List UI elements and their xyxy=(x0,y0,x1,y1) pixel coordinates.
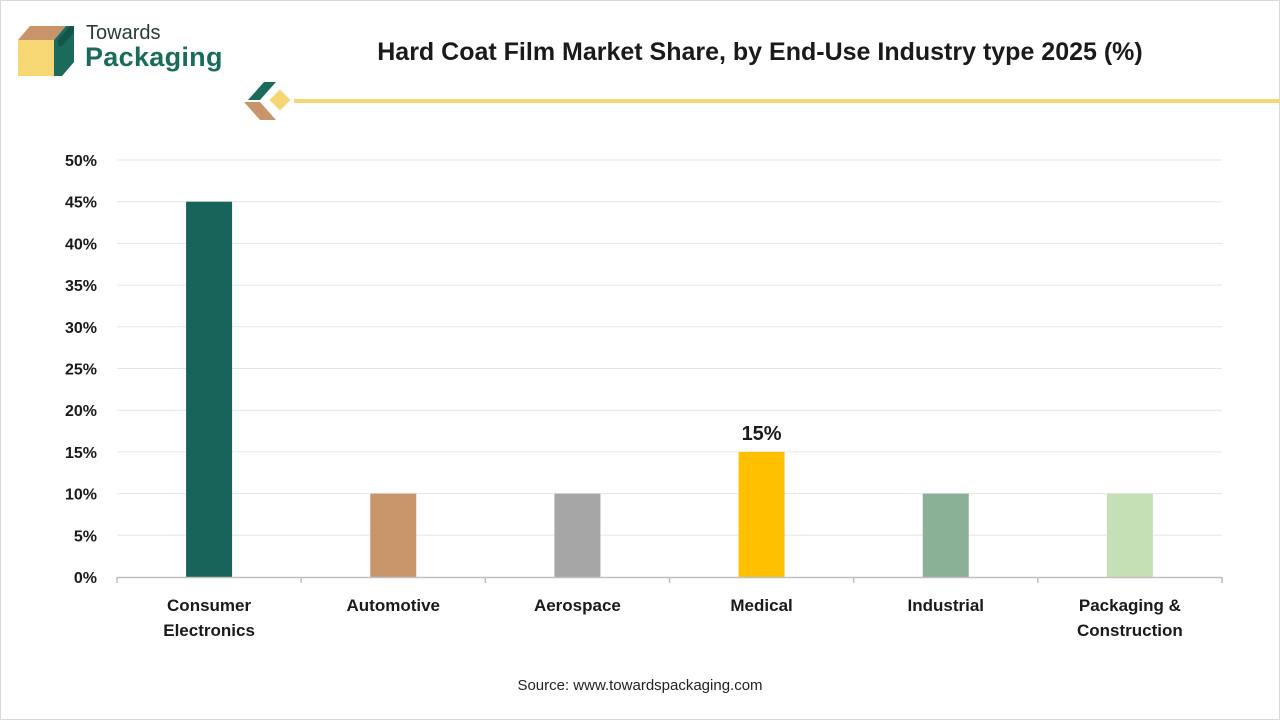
accent-green-shape xyxy=(248,82,276,100)
bar xyxy=(554,493,601,577)
brand-name-line2: Packaging xyxy=(85,42,223,72)
y-tick-label: 25% xyxy=(65,362,97,379)
bar xyxy=(186,201,233,577)
y-tick-label: 50% xyxy=(65,153,97,170)
data-labels: 15% xyxy=(742,423,782,445)
y-tick-label: 45% xyxy=(65,195,97,212)
brand-name-line1: Towards xyxy=(86,22,161,44)
bar xyxy=(738,451,785,577)
x-axis-labels: Consumer Electronics Automotive Aerospace Me… xyxy=(163,596,1183,640)
y-tick-label: 10% xyxy=(65,487,97,504)
x-axis xyxy=(116,576,1223,583)
y-tick-label: 40% xyxy=(65,236,97,253)
x-tick-label: Aerospace xyxy=(534,596,621,615)
data-label: 15% xyxy=(742,423,782,445)
x-tick-label: Packaging & Construction xyxy=(1077,596,1183,640)
gridlines xyxy=(117,159,1222,536)
x-tick-label: Medical xyxy=(730,596,792,615)
y-axis-ticks: 0% 5% 10% 15% 20% 25% 30% 35% 40% 45% 50% xyxy=(65,153,97,587)
x-tick-label: Consumer Electronics xyxy=(163,596,255,640)
y-tick-label: 30% xyxy=(65,320,97,337)
chart-title: Hard Coat Film Market Share, by End-Use … xyxy=(377,38,1143,66)
x-tick-label: Automotive xyxy=(347,596,441,615)
y-tick-label: 35% xyxy=(65,278,97,295)
x-tick-label: Industrial xyxy=(907,596,984,615)
brand-logo xyxy=(14,18,244,80)
accent-tan-shape xyxy=(244,102,276,120)
y-tick-label: 20% xyxy=(65,403,97,420)
y-tick-label: 0% xyxy=(74,570,97,587)
accent-diamond-shape xyxy=(266,86,294,114)
source-note: Source: www.towardspackaging.com xyxy=(517,677,763,694)
bar xyxy=(370,493,417,577)
accent-line xyxy=(294,99,1280,103)
y-tick-label: 15% xyxy=(65,445,97,462)
bar xyxy=(922,493,969,577)
bars xyxy=(186,201,1153,577)
box-logo-icon xyxy=(18,26,74,76)
y-tick-label: 5% xyxy=(74,528,97,545)
title-accent-decoration xyxy=(244,82,1280,120)
bar xyxy=(1106,493,1153,577)
